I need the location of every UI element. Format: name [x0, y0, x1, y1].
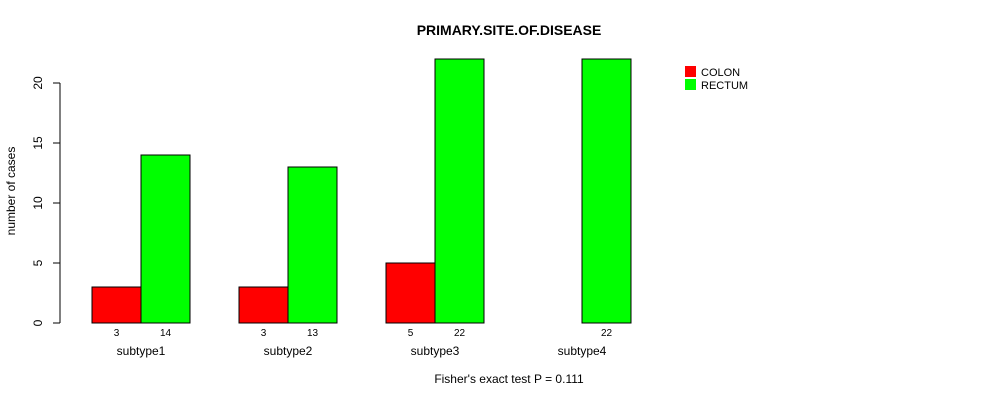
- legend-swatch-rectum: [685, 79, 696, 90]
- y-tick-label: 20: [31, 76, 45, 90]
- legend-label-rectum: RECTUM: [701, 80, 748, 92]
- bar-group-subtype1: 3 14 subtype1: [91, 154, 191, 358]
- count-label: 3: [261, 328, 267, 339]
- bar-colon-subtype2: [238, 286, 289, 324]
- y-axis-label: number of cases: [4, 147, 18, 236]
- legend-label-colon: COLON: [701, 67, 740, 79]
- legend-swatch-colon: [685, 66, 696, 77]
- count-label: 14: [160, 328, 172, 339]
- y-tick-label: 0: [31, 319, 45, 326]
- bar-colon-subtype3: [385, 262, 436, 324]
- bar-rectum-subtype1: [140, 154, 191, 324]
- chart-title: PRIMARY.SITE.OF.DISEASE: [417, 22, 602, 38]
- bar-colon-subtype1: [91, 286, 142, 324]
- count-label: 13: [307, 328, 319, 339]
- category-label: subtype4: [558, 344, 607, 358]
- count-label: 22: [454, 328, 466, 339]
- bars: 3 14 subtype1 3 13 subtype2 5 22 subtype3 22 subty…: [91, 58, 632, 358]
- fisher-test-footnote: Fisher's exact test P = 0.111: [434, 372, 584, 386]
- category-label: subtype2: [264, 344, 313, 358]
- bar-rectum-subtype2: [287, 166, 338, 324]
- bar-rectum-subtype4: [581, 58, 632, 324]
- y-tick-label: 5: [31, 259, 45, 266]
- y-tick-label: 15: [31, 136, 45, 150]
- y-tick-label: 10: [31, 196, 45, 210]
- y-axis: 0 5 10 15 20: [31, 76, 61, 326]
- count-label: 3: [114, 328, 120, 339]
- bar-rectum-subtype3: [434, 58, 485, 324]
- count-label: 22: [601, 328, 613, 339]
- bar-group-subtype4: 22 subtype4: [558, 58, 632, 358]
- bar-group-subtype3: 5 22 subtype3: [385, 58, 485, 358]
- bar-group-subtype2: 3 13 subtype2: [238, 166, 338, 358]
- category-label: subtype1: [117, 344, 166, 358]
- count-label: 5: [408, 328, 414, 339]
- category-label: subtype3: [411, 344, 460, 358]
